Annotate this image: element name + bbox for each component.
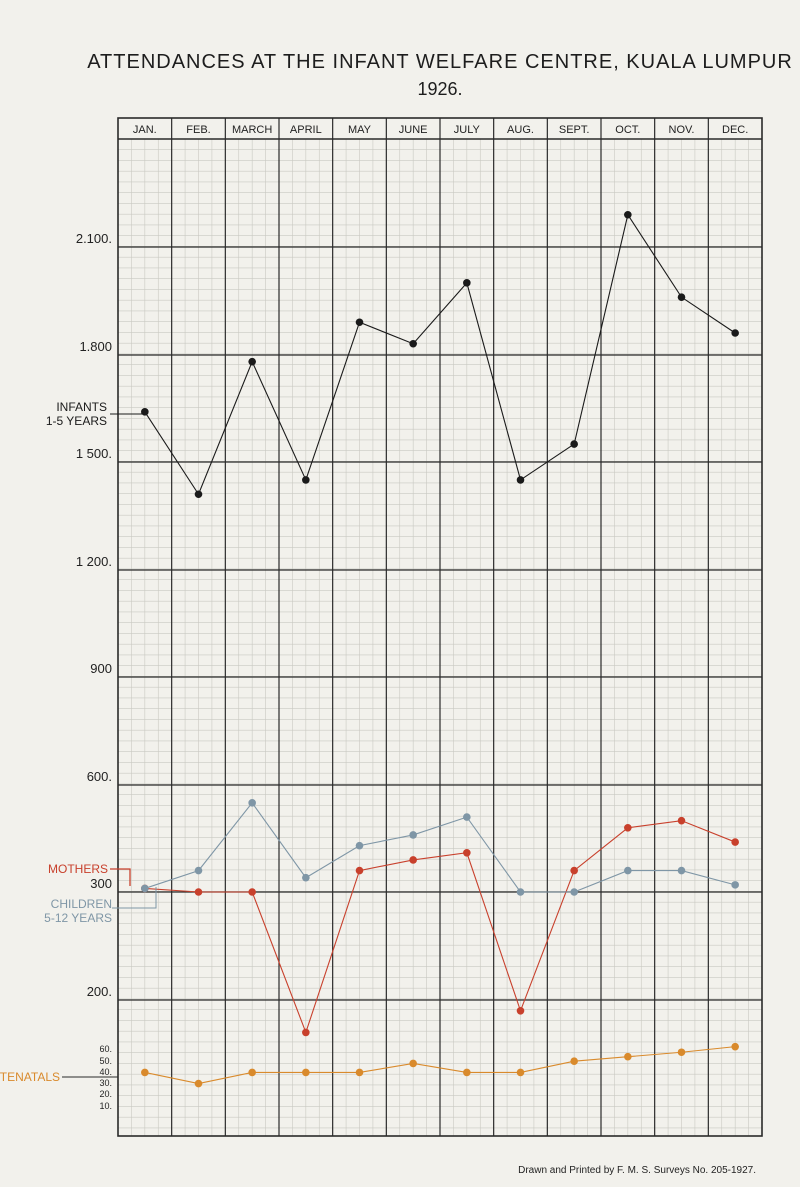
data-point xyxy=(624,866,632,875)
y-tick-label: 1.800 xyxy=(79,339,112,354)
data-point xyxy=(463,813,471,821)
month-label: FEB. xyxy=(186,124,210,136)
month-label: NOV. xyxy=(669,124,695,136)
month-label: OCT. xyxy=(615,124,640,136)
data-point xyxy=(516,1007,525,1015)
month-labels: JAN. FEB. MARCH APRIL MAY JUNE JULY AUG. SEPT. OC… xyxy=(133,124,748,136)
series-name-label: INFANTS xyxy=(56,400,107,414)
data-point xyxy=(463,279,471,287)
data-point xyxy=(194,490,203,499)
data-point xyxy=(570,440,578,448)
major-grid xyxy=(117,117,763,1137)
data-point xyxy=(355,1068,364,1077)
data-point xyxy=(516,1068,525,1077)
data-point xyxy=(516,476,525,484)
y-tick-label: 200. xyxy=(87,984,112,999)
data-point xyxy=(248,888,256,896)
data-point xyxy=(248,1068,256,1077)
data-point xyxy=(570,1057,578,1065)
month-label: MARCH xyxy=(232,124,272,136)
data-point xyxy=(570,866,578,875)
data-point xyxy=(302,476,310,484)
y-tick-labels: 2.100. 1.800 1 500. 1 200. 900 600. 300 200. 60.… xyxy=(76,231,112,1111)
antenatal-tick-label: 30. xyxy=(99,1078,112,1088)
data-point xyxy=(194,1079,203,1088)
label-leader xyxy=(110,868,131,886)
data-point xyxy=(355,318,364,327)
data-point xyxy=(677,1048,686,1057)
data-point xyxy=(731,881,739,889)
data-point xyxy=(731,329,739,337)
month-label: AUG. xyxy=(507,124,534,136)
antenatal-tick-label: 20. xyxy=(99,1089,112,1099)
data-point xyxy=(302,873,310,882)
data-point xyxy=(409,339,417,348)
data-point xyxy=(624,210,632,219)
antenatal-tick-label: 10. xyxy=(99,1101,112,1111)
data-point xyxy=(677,866,686,875)
data-point xyxy=(463,848,471,857)
y-tick-label: 900 xyxy=(90,661,112,676)
data-point xyxy=(141,1068,149,1077)
month-label: JAN. xyxy=(133,124,157,136)
data-point xyxy=(463,1068,471,1077)
series-name-label: ANTENATALS xyxy=(0,1070,60,1084)
printer-credit: Drawn and Printed by F. M. S. Surveys No… xyxy=(518,1165,756,1176)
y-tick-label: 2.100. xyxy=(76,231,112,246)
data-point xyxy=(355,841,364,850)
series-line xyxy=(144,213,736,496)
series-0: INFANTS 1-5 YEARS xyxy=(141,210,739,499)
data-point xyxy=(731,1042,739,1051)
data-point xyxy=(570,888,578,896)
y-tick-label: 600. xyxy=(87,769,112,784)
series-name-label: MOTHERS xyxy=(48,862,108,876)
month-label: APRIL xyxy=(290,124,322,136)
data-point xyxy=(409,856,417,864)
data-point xyxy=(409,831,417,839)
series-3: ANTENATALS xyxy=(141,1042,739,1088)
data-point xyxy=(355,866,364,875)
data-point xyxy=(141,884,149,893)
y-tick-label: 1 200. xyxy=(76,554,112,569)
data-point xyxy=(409,1059,417,1068)
series-2: CHILDREN 5-12 YEARS xyxy=(141,799,739,896)
chart-subtitle: 1926. xyxy=(417,79,462,99)
data-point xyxy=(731,838,739,846)
series-line xyxy=(144,1046,736,1085)
data-point xyxy=(677,293,686,301)
y-tick-label: 300 xyxy=(90,876,112,891)
series-line xyxy=(144,801,736,893)
label-leader xyxy=(112,887,157,909)
data-point xyxy=(624,1052,632,1061)
month-label: MAY xyxy=(348,124,372,136)
series-name-label: CHILDREN xyxy=(51,897,112,911)
month-label: JULY xyxy=(454,124,481,136)
data-point xyxy=(302,1068,310,1077)
data-point xyxy=(624,824,632,832)
chart-title: ATTENDANCES AT THE INFANT WELFARE CENTRE… xyxy=(87,51,793,73)
data-point xyxy=(302,1028,310,1037)
series-line xyxy=(144,820,736,1035)
data-point xyxy=(194,866,203,875)
data-point xyxy=(248,357,256,366)
antenatal-tick-label: 60. xyxy=(99,1044,112,1054)
month-label: JUNE xyxy=(399,124,428,136)
series-name-label: 5-12 YEARS xyxy=(44,911,112,925)
antenatal-tick-label: 40. xyxy=(99,1067,112,1077)
data-point xyxy=(194,888,203,896)
series-name-label: 1-5 YEARS xyxy=(46,414,107,428)
y-tick-label: 1 500. xyxy=(76,446,112,461)
antenatal-tick-label: 50. xyxy=(99,1056,112,1066)
month-label: DEC. xyxy=(722,124,748,136)
data-point xyxy=(516,888,525,896)
data-point xyxy=(248,799,256,807)
data-point xyxy=(677,816,686,825)
month-label: SEPT. xyxy=(559,124,590,136)
series-1: MOTHERS xyxy=(141,816,739,1037)
